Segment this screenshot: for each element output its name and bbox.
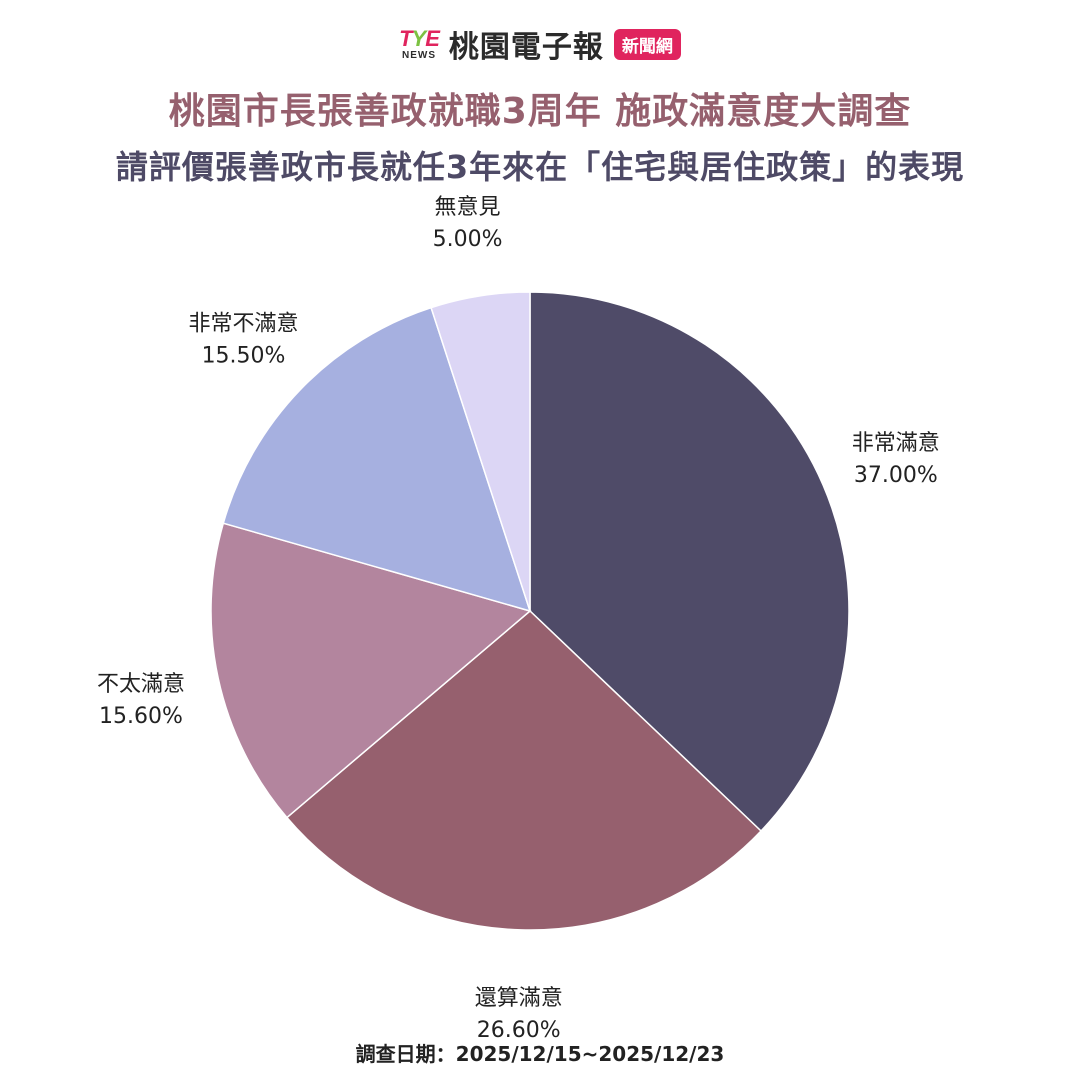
logo-letter-t: T bbox=[399, 25, 412, 51]
slice-label: 非常滿意 bbox=[852, 431, 940, 456]
slice-value-label: 26.60% bbox=[477, 1018, 561, 1043]
logo-sub: NEWS bbox=[401, 49, 436, 61]
pie-slice bbox=[529, 291, 850, 833]
slice-value-label: 37.00% bbox=[854, 463, 938, 488]
slice-value-label: 5.00% bbox=[433, 227, 503, 252]
pie-slice bbox=[430, 291, 531, 612]
slice-label: 不太滿意 bbox=[97, 672, 185, 697]
chart-subtitle: 請評價張善政市長就任3年來在「住宅與居住政策」的表現 bbox=[115, 148, 965, 186]
slice-value-label: 15.60% bbox=[99, 704, 183, 729]
slice-value-label: 15.50% bbox=[202, 344, 286, 369]
brand-badge: 新聞網 bbox=[613, 28, 681, 60]
survey-date: 調查日期：2025/12/15~2025/12/23 bbox=[355, 1042, 725, 1066]
logo-mark: TYE NEWS bbox=[399, 25, 440, 61]
chart-title: 桃園市長張善政就職3周年 施政滿意度大調查 bbox=[168, 91, 912, 132]
site-logo: TYE NEWS 桃園電子報 新聞網 bbox=[0, 22, 1080, 66]
pie-slice bbox=[210, 522, 532, 819]
logo-letter-e: E bbox=[425, 25, 440, 51]
logo-letter-y: Y bbox=[411, 25, 427, 51]
pie-slice bbox=[285, 609, 763, 931]
slice-label: 無意見 bbox=[435, 195, 501, 220]
slice-label: 非常不滿意 bbox=[189, 312, 299, 337]
slice-label: 還算滿意 bbox=[475, 986, 563, 1011]
brand-name: 桃園電子報 bbox=[448, 30, 604, 65]
pie-slice bbox=[222, 306, 532, 613]
